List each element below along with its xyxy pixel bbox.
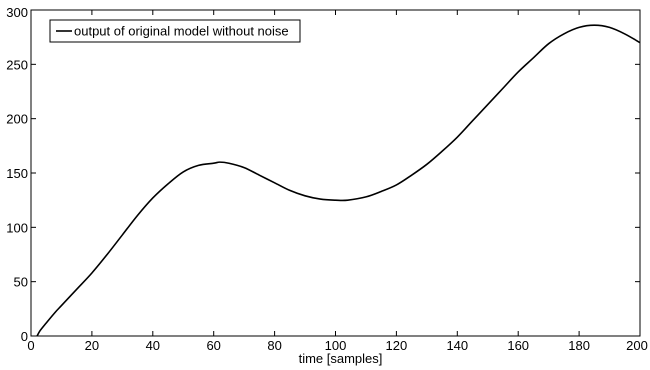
tick-labels: 0 20 40 60 80 100 120 140 160 180 200 0 50 100 150 200 2… bbox=[6, 5, 648, 353]
y-tick-label: 100 bbox=[6, 220, 28, 235]
y-tick-label: 50 bbox=[14, 275, 28, 290]
y-tick-label: 300 bbox=[6, 5, 28, 20]
x-tick-label: 200 bbox=[626, 338, 648, 353]
x-tick-label: 40 bbox=[146, 338, 160, 353]
legend-box bbox=[49, 19, 301, 43]
y-tick-label: 250 bbox=[6, 57, 28, 72]
x-tick-label: 0 bbox=[27, 338, 34, 353]
series-line bbox=[36, 24, 641, 337]
y-tick-label: 150 bbox=[6, 166, 28, 181]
plot-area bbox=[30, 9, 641, 337]
x-tick-label: 120 bbox=[386, 338, 408, 353]
y-tick-label: 200 bbox=[6, 112, 28, 127]
legend: output of original model without noise bbox=[49, 19, 301, 43]
axes-box bbox=[30, 9, 641, 337]
x-tick-label: 180 bbox=[568, 338, 590, 353]
legend-label: output of original model without noise bbox=[74, 24, 289, 39]
x-tick-label: 140 bbox=[446, 338, 468, 353]
x-tick-label: 60 bbox=[206, 338, 220, 353]
x-tick-label: 160 bbox=[507, 338, 529, 353]
y-tick-label: 0 bbox=[21, 329, 28, 344]
tick-marks bbox=[30, 9, 641, 337]
x-tick-label: 100 bbox=[325, 338, 347, 353]
x-tick-label: 80 bbox=[267, 338, 281, 353]
x-tick-label: 20 bbox=[85, 338, 99, 353]
x-axis-label: time [samples] bbox=[299, 351, 383, 366]
